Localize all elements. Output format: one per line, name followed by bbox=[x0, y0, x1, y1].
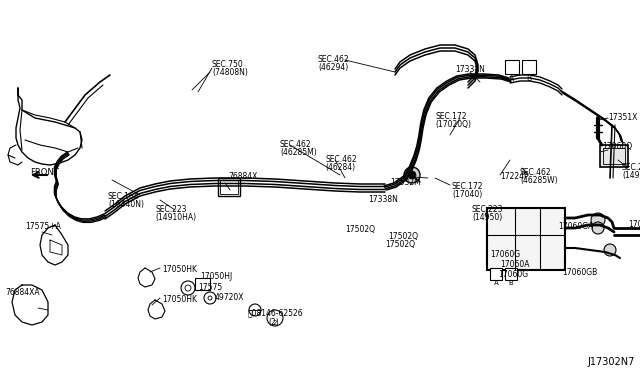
Circle shape bbox=[604, 244, 616, 256]
Text: J17302N7: J17302N7 bbox=[588, 357, 635, 367]
Text: SEC.462: SEC.462 bbox=[520, 168, 552, 177]
Text: 17338N: 17338N bbox=[455, 65, 485, 74]
Text: SEC.172: SEC.172 bbox=[435, 112, 467, 121]
Text: SEC.164: SEC.164 bbox=[108, 192, 140, 201]
Text: (14953N): (14953N) bbox=[622, 171, 640, 180]
Text: A: A bbox=[493, 280, 499, 286]
Text: 17224P: 17224P bbox=[500, 172, 529, 181]
Text: 17532M: 17532M bbox=[390, 178, 420, 187]
Bar bbox=[603, 148, 625, 164]
Text: 08146-62526: 08146-62526 bbox=[248, 308, 303, 317]
Text: 17050HK: 17050HK bbox=[162, 295, 197, 304]
Text: 2: 2 bbox=[273, 320, 277, 326]
Text: 76884X: 76884X bbox=[228, 172, 257, 181]
Text: 76884XA: 76884XA bbox=[5, 288, 40, 297]
Text: 17502Q: 17502Q bbox=[388, 232, 418, 241]
Bar bbox=[522, 60, 536, 74]
Bar bbox=[490, 268, 502, 280]
Text: SEC.223: SEC.223 bbox=[622, 163, 640, 172]
Text: SEC.223: SEC.223 bbox=[155, 205, 186, 214]
Text: SEC.462: SEC.462 bbox=[280, 140, 312, 149]
Circle shape bbox=[404, 167, 420, 183]
Text: 17050HK: 17050HK bbox=[162, 265, 197, 274]
Bar bbox=[487, 208, 565, 270]
Text: 17502Q: 17502Q bbox=[345, 225, 375, 234]
Bar bbox=[218, 178, 240, 196]
Text: (14950): (14950) bbox=[472, 213, 502, 222]
Text: (74808N): (74808N) bbox=[212, 68, 248, 77]
Text: 17060G: 17060G bbox=[498, 270, 528, 279]
Text: SEC.750: SEC.750 bbox=[212, 60, 244, 69]
Text: 49720X: 49720X bbox=[215, 293, 244, 302]
Circle shape bbox=[408, 171, 416, 179]
Text: SEC.172: SEC.172 bbox=[452, 182, 483, 191]
Text: B: B bbox=[527, 74, 532, 83]
Text: FRONT: FRONT bbox=[30, 168, 59, 177]
Text: 170600B: 170600B bbox=[628, 220, 640, 229]
Text: 17060Q: 17060Q bbox=[602, 142, 632, 151]
Bar bbox=[195, 278, 210, 290]
Text: 17060GB: 17060GB bbox=[562, 268, 597, 277]
Text: 17502Q: 17502Q bbox=[385, 240, 415, 249]
Text: 17338N: 17338N bbox=[368, 195, 398, 204]
Text: (46285M): (46285M) bbox=[280, 148, 317, 157]
Circle shape bbox=[592, 222, 604, 234]
Text: (17040): (17040) bbox=[452, 190, 483, 199]
Text: 17351X: 17351X bbox=[608, 113, 637, 122]
Text: (17020Q): (17020Q) bbox=[435, 120, 471, 129]
Text: (16440N): (16440N) bbox=[108, 200, 144, 209]
Circle shape bbox=[591, 213, 605, 227]
Text: 17060GA: 17060GA bbox=[558, 222, 593, 231]
Text: (46294): (46294) bbox=[318, 63, 348, 72]
Text: SEC.223: SEC.223 bbox=[472, 205, 504, 214]
Text: SEC.462: SEC.462 bbox=[318, 55, 349, 64]
Text: (46285W): (46285W) bbox=[520, 176, 557, 185]
Bar bbox=[505, 268, 517, 280]
Text: 17575: 17575 bbox=[198, 283, 222, 292]
Text: 17060G: 17060G bbox=[490, 250, 520, 259]
Text: (14910HA): (14910HA) bbox=[155, 213, 196, 222]
Text: 17050HJ: 17050HJ bbox=[200, 272, 232, 281]
Text: SEC.462: SEC.462 bbox=[325, 155, 356, 164]
Bar bbox=[220, 180, 238, 194]
Bar bbox=[505, 60, 519, 74]
Text: 17575+A: 17575+A bbox=[25, 222, 61, 231]
Text: (2): (2) bbox=[268, 318, 279, 327]
Text: B: B bbox=[509, 280, 513, 286]
Bar bbox=[600, 145, 628, 167]
Text: 17060A: 17060A bbox=[500, 260, 529, 269]
Text: (46284): (46284) bbox=[325, 163, 355, 172]
Text: A: A bbox=[509, 74, 515, 83]
